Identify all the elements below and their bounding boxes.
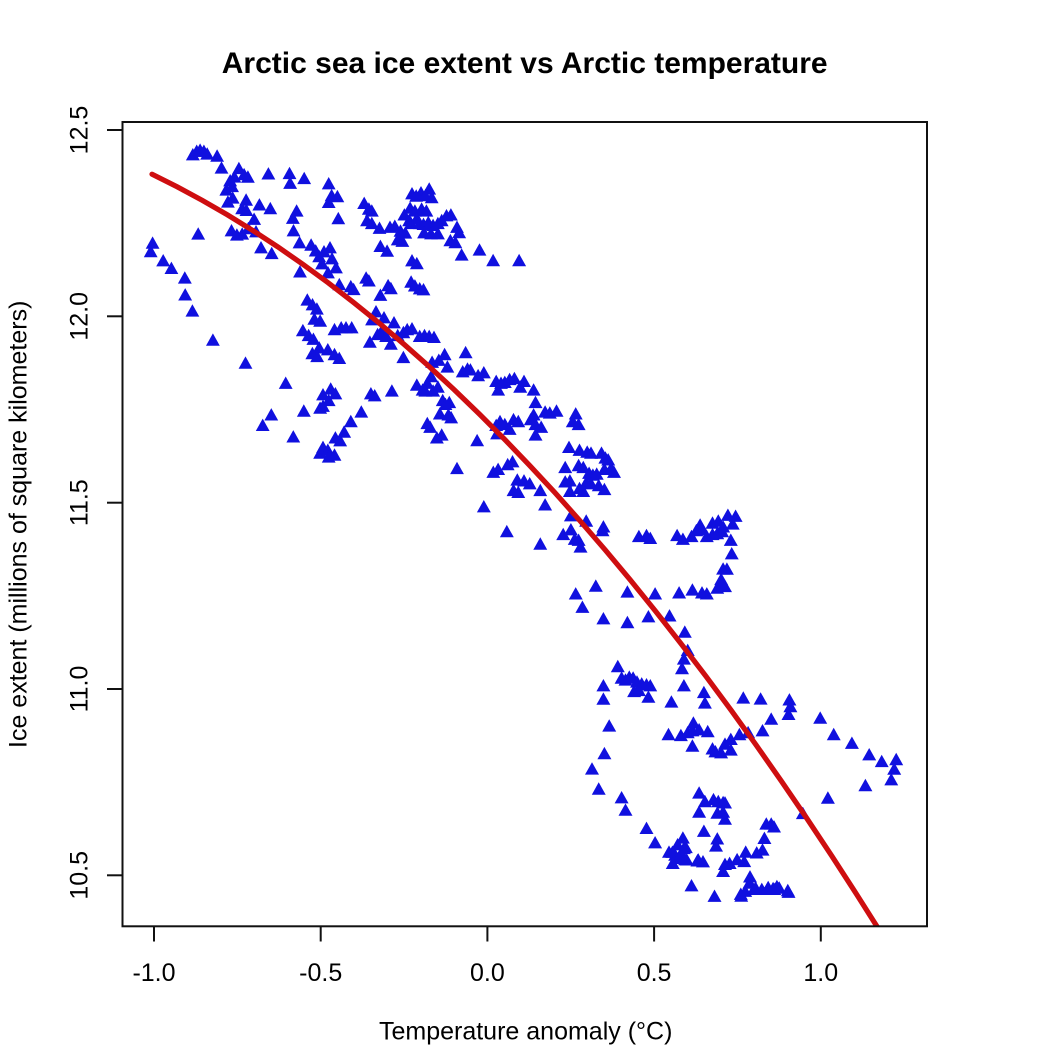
svg-text:11.5: 11.5 [66, 479, 94, 526]
svg-text:11.0: 11.0 [66, 666, 94, 713]
svg-text:Temperature anomaly (°C): Temperature anomaly (°C) [379, 1018, 672, 1046]
svg-text:Ice extent (millions of square: Ice extent (millions of square kilometer… [5, 301, 33, 748]
svg-text:0.5: 0.5 [637, 959, 672, 987]
svg-text:-1.0: -1.0 [132, 959, 175, 987]
svg-text:Arctic sea ice extent vs Arcti: Arctic sea ice extent vs Arctic temperat… [222, 47, 828, 80]
svg-text:10.5: 10.5 [66, 851, 94, 900]
svg-text:12.5: 12.5 [66, 106, 94, 155]
svg-text:0.0: 0.0 [470, 959, 505, 987]
svg-text:1.0: 1.0 [803, 959, 838, 987]
svg-text:12.0: 12.0 [66, 292, 94, 341]
svg-text:-0.5: -0.5 [299, 959, 342, 987]
